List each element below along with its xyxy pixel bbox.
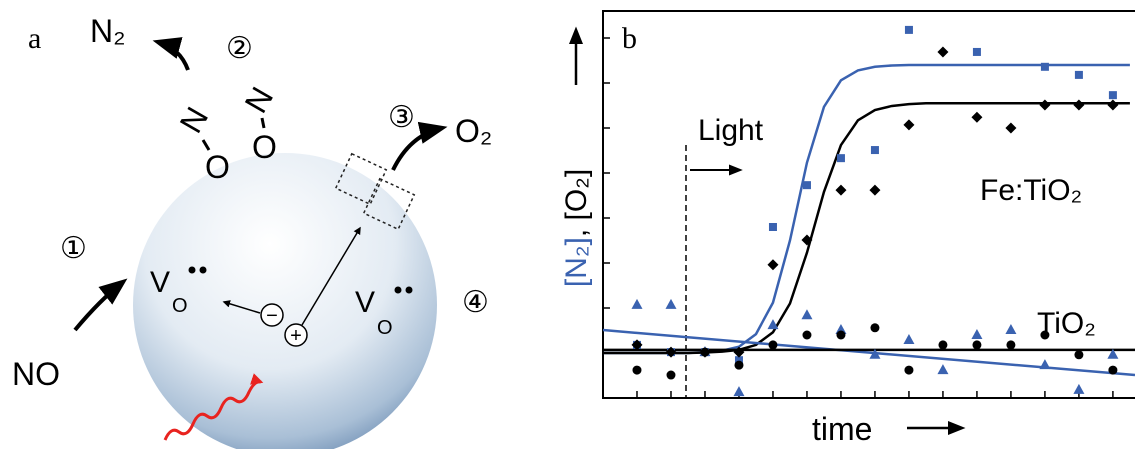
point	[1040, 331, 1049, 340]
point	[1039, 359, 1050, 369]
point	[1108, 366, 1117, 375]
charge-dot	[406, 287, 413, 294]
point	[1109, 91, 1117, 99]
point	[1005, 123, 1016, 134]
point	[869, 185, 880, 196]
charge-dot	[395, 287, 402, 294]
charge-dot	[189, 267, 196, 274]
point	[631, 299, 642, 309]
point	[1074, 350, 1083, 359]
point	[971, 329, 982, 339]
point	[665, 299, 676, 309]
point	[1073, 384, 1084, 394]
x-axis-label: time	[812, 411, 872, 447]
point	[870, 323, 879, 332]
point	[1075, 71, 1083, 79]
point	[905, 26, 913, 34]
point	[836, 331, 845, 340]
step-label: ②	[226, 32, 253, 65]
vacancy-sub: O	[377, 317, 393, 339]
point	[666, 371, 675, 380]
point	[971, 112, 982, 123]
point	[937, 364, 948, 374]
point	[1006, 340, 1015, 349]
o2-label: O₂	[455, 113, 492, 149]
point	[1041, 63, 1049, 71]
annotation: Fe:TiO₂	[980, 174, 1082, 207]
point	[700, 348, 709, 357]
vacancy-sub: O	[172, 295, 188, 317]
point	[904, 366, 913, 375]
point	[733, 386, 744, 396]
point	[802, 331, 811, 340]
atom: N	[238, 81, 281, 119]
panel-label: b	[622, 22, 637, 55]
atom: O	[252, 129, 277, 165]
no-label: NO	[12, 356, 60, 392]
point	[1005, 324, 1016, 334]
figure: a N₂ ② N O N O ③ O₂ ① NO V O V O ④ − +	[0, 0, 1135, 449]
point	[938, 340, 947, 349]
point	[632, 366, 641, 375]
point	[1107, 100, 1118, 111]
step-label: ①	[60, 232, 87, 265]
y-label-part: [N₂]	[560, 237, 593, 287]
point	[903, 334, 914, 344]
electron-sign: −	[266, 305, 278, 327]
atom: N	[173, 101, 216, 139]
point	[937, 46, 948, 57]
y-label-part: , [O₂]	[560, 169, 593, 237]
panel-b: b Light Fe:TiO₂ TiO₂ time [N₂], [O₂]	[560, 11, 1135, 447]
arrow	[158, 42, 188, 70]
point	[903, 119, 914, 130]
arrow	[75, 282, 123, 330]
point	[1039, 100, 1050, 111]
point	[837, 154, 845, 162]
point	[871, 146, 879, 154]
point	[973, 48, 981, 56]
point	[801, 309, 812, 319]
point	[767, 259, 778, 270]
arrow	[393, 128, 442, 170]
step-label: ④	[462, 286, 489, 319]
point	[768, 340, 777, 349]
vacancy: V	[355, 286, 375, 319]
point	[803, 181, 811, 189]
step-label: ③	[388, 101, 415, 134]
annotation: Light	[698, 114, 764, 147]
y-axis-label: [N₂], [O₂]	[560, 169, 593, 287]
vacancy: V	[150, 266, 170, 299]
n2-label: N₂	[90, 13, 126, 49]
point	[734, 361, 743, 370]
point	[1073, 100, 1084, 111]
point	[972, 340, 981, 349]
point	[769, 223, 777, 231]
panel-label: a	[28, 22, 41, 55]
charge-dot	[200, 267, 207, 274]
hole-sign: +	[290, 325, 302, 347]
panel-a: a N₂ ② N O N O ③ O₂ ① NO V O V O ④ − +	[12, 13, 492, 449]
atom: O	[205, 149, 230, 185]
point	[835, 185, 846, 196]
bond	[262, 118, 264, 128]
